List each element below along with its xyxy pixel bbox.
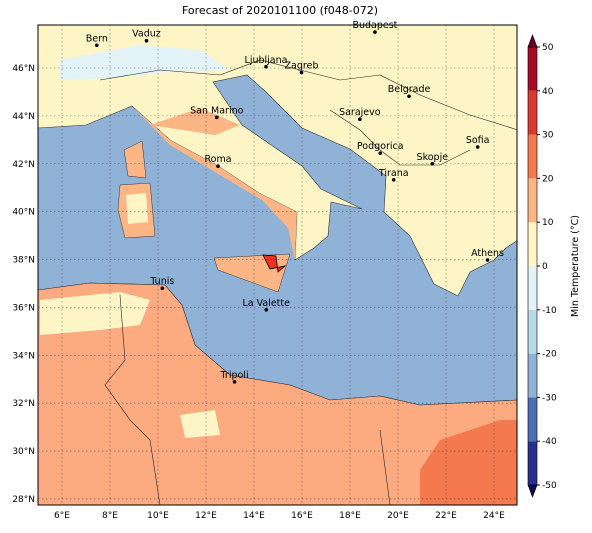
colorbar-tick-label: 30 — [542, 131, 554, 141]
colorbar-tick-label: -10 — [542, 306, 557, 316]
city-label: Tirana — [378, 168, 409, 179]
city-marker — [430, 161, 435, 166]
graticule — [38, 25, 517, 505]
city-label: Sarajevo — [339, 107, 381, 118]
colorbar-bin — [528, 47, 537, 91]
x-tick-label: 6°E — [54, 511, 70, 521]
city-marker — [216, 164, 220, 168]
x-tick-label: 24°E — [483, 511, 505, 521]
city-marker — [299, 70, 304, 75]
colorbar-bin — [528, 266, 537, 310]
colorbar-label: Min Temperature (°C) — [570, 215, 581, 317]
y-tick-label: 40°N — [12, 208, 35, 218]
colorbar-tick-label: 50 — [542, 43, 554, 53]
city-marker — [215, 115, 219, 120]
city-label: Skopje — [417, 152, 449, 163]
x-tick-label: 8°E — [102, 511, 118, 521]
city-marker — [485, 258, 490, 262]
city-label: La Valette — [242, 298, 290, 309]
colorbar-tick-label: -40 — [542, 437, 557, 447]
city-marker — [232, 380, 237, 384]
map-frame — [37, 24, 518, 506]
colorbar-tick-label: -30 — [542, 393, 557, 403]
colorbar-tick-label: 20 — [542, 174, 554, 184]
colorbar-over — [527, 34, 538, 48]
colorbar-under — [527, 484, 538, 498]
city-label: Budapest — [352, 20, 397, 31]
city-marker — [378, 151, 383, 156]
colorbar: -50 -40 -30 -20 -10 0 10 20 30 40 50 Min Temperatur… — [527, 34, 581, 498]
colorbar-bin — [528, 353, 537, 398]
colorbar-bin — [528, 90, 537, 135]
city-marker — [407, 94, 411, 99]
city-label: Roma — [204, 154, 231, 165]
x-tick-label: 12°E — [195, 511, 217, 521]
y-tick-label: 46°N — [12, 64, 35, 74]
city-label: Bern — [86, 33, 108, 44]
y-tick-label: 38°N — [12, 256, 35, 266]
x-tick-label: 22°E — [435, 511, 457, 521]
city-label: Vaduz — [132, 29, 161, 40]
city-label: Belgrade — [388, 84, 431, 95]
y-tick-label: 36°N — [12, 303, 35, 313]
city-marker — [160, 286, 165, 291]
city-label: San Marino — [190, 105, 243, 116]
city-label: Tripoli — [220, 370, 249, 381]
city-label: Podgorica — [357, 141, 404, 152]
city-marker — [264, 307, 269, 312]
city-label: Tunis — [149, 276, 174, 287]
city-label: Zagreb — [285, 61, 319, 72]
y-tick-label: 34°N — [12, 351, 35, 361]
colorbar-bin — [528, 178, 537, 223]
colorbar-bin — [528, 134, 537, 179]
x-tick-label: 18°E — [339, 511, 361, 521]
city-marker — [373, 30, 377, 34]
x-tick-label: 14°E — [243, 511, 265, 521]
city-marker — [144, 38, 149, 43]
map-title: Forecast of 2020101100 (f048-072) — [182, 4, 378, 17]
city-label: Athens — [471, 248, 504, 259]
city-marker — [358, 117, 362, 122]
colorbar-tick-label: -50 — [542, 481, 557, 491]
city-label: Sofia — [466, 135, 490, 146]
colorbar-bin — [528, 222, 537, 266]
x-tick-label: 20°E — [387, 511, 409, 521]
y-tick-label: 28°N — [12, 495, 35, 505]
y-tick-label: 30°N — [12, 447, 35, 457]
colorbar-tick-label: -20 — [542, 350, 557, 360]
colorbar-tick-label: 40 — [542, 87, 554, 97]
city-marker — [391, 177, 396, 182]
colorbar-bin — [528, 441, 537, 485]
city-marker — [95, 43, 99, 48]
x-tick-label: 10°E — [147, 511, 169, 521]
x-tick-label: 16°E — [291, 511, 313, 521]
city-label: Ljubljana — [245, 55, 288, 66]
city-marker — [475, 145, 480, 149]
colorbar-tick-label: 10 — [542, 218, 554, 228]
colorbar-tick-label: 0 — [542, 262, 548, 272]
y-tick-label: 42°N — [12, 160, 35, 170]
city-marker — [264, 65, 268, 69]
y-tick-label: 44°N — [12, 112, 35, 122]
y-tick-label: 32°N — [12, 399, 35, 409]
colorbar-bin — [528, 397, 537, 442]
colorbar-bin — [528, 309, 537, 354]
